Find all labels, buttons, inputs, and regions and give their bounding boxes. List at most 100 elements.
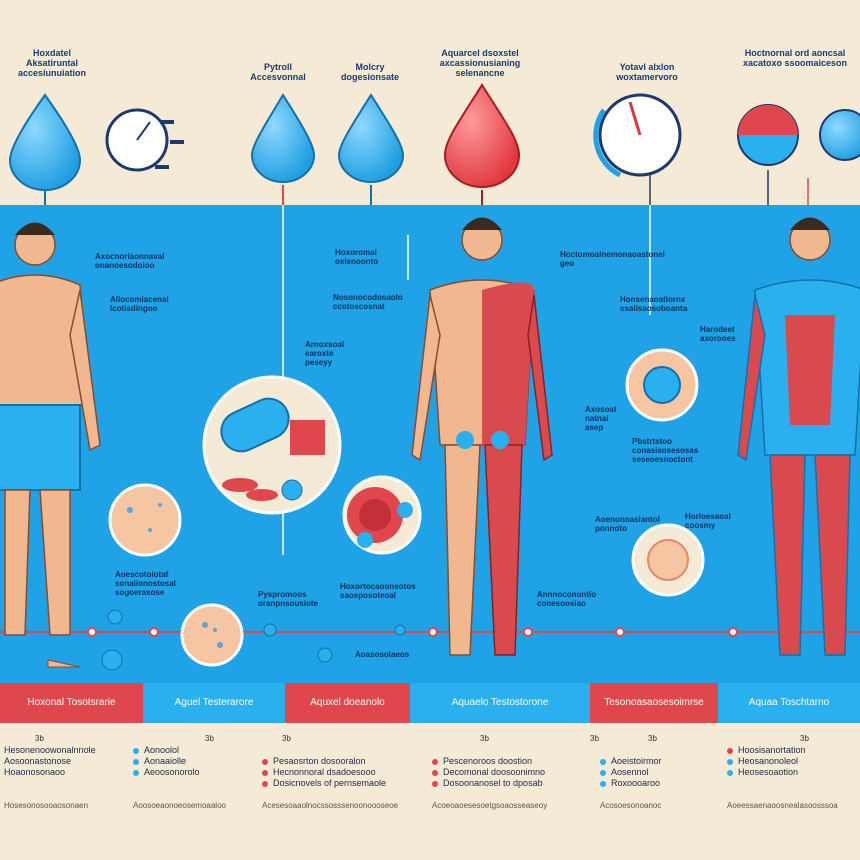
legend-item: Dosicnovels of pernsemaole [262, 778, 386, 789]
human-figure-vascular [737, 217, 860, 656]
top-label-5: Yotavl alxlon woxtamervoro [616, 62, 678, 82]
water-drop-icon [8, 93, 82, 205]
legend-col-3: Pesaosrton dosooralon Hecnonnoral dsadoe… [262, 756, 386, 789]
bullet-icon [432, 758, 438, 765]
anatomy-figures [0, 205, 860, 671]
bullet-icon [600, 769, 606, 776]
legend-note-2: Aoosoeaonoeosemoaaloo [133, 801, 226, 810]
band-number: 3b [282, 734, 291, 743]
callout-6: Hoctomoainemonaoastonel geo [560, 250, 665, 268]
legend-col-4: Pescenoroos doostion Decomonal doosoonim… [432, 756, 545, 789]
legend-note-6: Aoeessaenaoosnealasoosssoa [727, 801, 838, 810]
callout-1: Axocnoriaonnaval onanoesodoioo [95, 252, 165, 270]
bullet-icon [432, 769, 438, 776]
bullet-icon [727, 769, 733, 776]
top-label-2: Pytroll Accesvonnal [250, 62, 306, 82]
band-4: Aquaelo Testostorone [410, 683, 590, 723]
legend-item: Dosoonanosel to dposab [432, 778, 545, 789]
callout-3: Hoxoromal oxisnoonto [335, 248, 379, 266]
callout-12: Horioesaoal coosmy [685, 512, 731, 530]
pressure-gauge-icon [593, 93, 682, 205]
band-6: Aquaa Toschtarno [718, 683, 860, 723]
bullet-icon [432, 780, 438, 787]
callout-7: Honsenaoatiornx ssalisaosoboanta [620, 295, 688, 313]
callout-4: Nosonocodosaolo ccotoscosnat [333, 293, 403, 311]
skin-cell-inset [108, 483, 182, 557]
ring-inset [631, 523, 705, 597]
bullet-icon [133, 747, 139, 754]
legend-item: Aonoolol [133, 745, 200, 756]
callout-8: Harodeet axorooes [700, 325, 736, 343]
legend-item: Aosoonastonose [4, 756, 72, 766]
top-label-3: Molcry dogesionsate [340, 62, 399, 82]
band-number: 3b [480, 734, 489, 743]
band-1: Hoxonal Tosotsrarie [0, 683, 143, 723]
legend-note-1: Hosesonosooaosonaen [4, 801, 89, 810]
cell-cluster-inset [180, 603, 244, 667]
band-3: Aquxel doeanolo [285, 683, 410, 723]
callout-9: Axosost natnal asep [585, 405, 617, 432]
callout-16: Aoasosoiaeos [355, 650, 410, 659]
bullet-icon [600, 758, 606, 765]
red-cells-inset [342, 475, 422, 555]
legend-item: Heosanonoleol [727, 756, 806, 767]
legend-col-6: Hoosisanortation Heosanonoleol Heosesoao… [727, 745, 806, 778]
bullet-icon [262, 769, 268, 776]
stopwatch-icon [105, 108, 184, 172]
legend-item: Aonaaiolle [133, 756, 200, 767]
callout-15: Hoxortocaoonsotos saosposoteoal [340, 582, 416, 600]
legend-item: Pesaosrton dosooralon [262, 756, 386, 767]
bullet-icon [600, 780, 606, 787]
legend-col-5: Aoeistoirmor Aosennol Roxoooaroo [600, 756, 662, 789]
callout-14: Pyspromoos oranpnsousiote [258, 590, 319, 608]
legend-item: Hoosisanortation [727, 745, 806, 756]
legend-note-5: Acosoesonoanoc [600, 801, 662, 810]
callout-5: Arnoxsoal earoxte peseyy [305, 340, 345, 367]
bullet-icon [133, 758, 139, 765]
bullet-icon [262, 780, 268, 787]
band-2: Aguel Testerarore [143, 683, 285, 723]
callout-10: Pbstrtstoo conasisosesosas seseoesnocton… [632, 437, 699, 464]
legend-col-2: Aonoolol Aonaaiolle Aeoosonorolo [133, 745, 200, 778]
bullet-icon [133, 769, 139, 776]
human-figure-skin [0, 222, 101, 668]
legend-item: Pescenoroos doostion [432, 756, 545, 767]
capsule-inset [202, 375, 342, 515]
band-number: 3b [590, 734, 599, 743]
callout-17: Annnoconontio conesoosiao [537, 590, 597, 608]
top-label-4: Aquarcel dsoxstel axcassionusianing sele… [439, 48, 521, 78]
droplet-markers [101, 609, 406, 671]
human-figure-muscle [411, 217, 553, 656]
callout-2: Aliocomiacenal Icotisdingoo [110, 295, 169, 313]
legend-item: Hesonenoowonalnnole [4, 745, 96, 755]
legend-item: Aoeistoirmor [600, 756, 662, 767]
legend-item: Heosesoaotion [727, 767, 806, 778]
top-icons [8, 83, 860, 205]
bullet-icon [262, 758, 268, 765]
callout-13: Aoescotoiotaf sonaiionostosal sogoerasos… [115, 570, 176, 597]
blood-drop-icon [443, 83, 521, 205]
legend-col-1: Hesonenoowonalnnole Aosoonastonose Hoaon… [4, 745, 96, 778]
callout-11: Aoenonoasiantol ponnoto [595, 515, 660, 533]
band-number: 3b [648, 734, 657, 743]
legend-note-3: Acesesoaaolnocssosssenoonoooseoe [262, 801, 399, 810]
legend-item: Roxoooaroo [600, 778, 662, 789]
band-5: Tesonoasaosesoimrse [590, 683, 718, 723]
top-label-6: Hoctnornal ord aoncsal xacatoxo ssoomaic… [742, 48, 848, 68]
legend-item: Aosennol [600, 767, 662, 778]
bullet-icon [727, 747, 733, 754]
legend-item: Decomonal doosoonimno [432, 767, 545, 778]
legend-item: Hecnonnoral dsadoesooo [262, 767, 386, 778]
band-number: 3b [800, 734, 809, 743]
blue-cell-inset [625, 348, 699, 422]
bullet-icon [727, 758, 733, 765]
top-label-1: Hoxdatel Aksatiruntal accesiunuiation [17, 48, 87, 78]
anatomy-panel [0, 205, 860, 683]
band-number: 3b [205, 734, 214, 743]
band-number: 3b [35, 734, 44, 743]
legend-note-4: Acoeoaoesesoetgsoaosseaseoy [432, 801, 548, 810]
legend-item: Aeoosonorolo [133, 767, 200, 778]
water-drop-icon [250, 93, 316, 205]
water-drop-icon [337, 93, 405, 205]
legend-item: Hoaonosonaoo [4, 767, 66, 777]
